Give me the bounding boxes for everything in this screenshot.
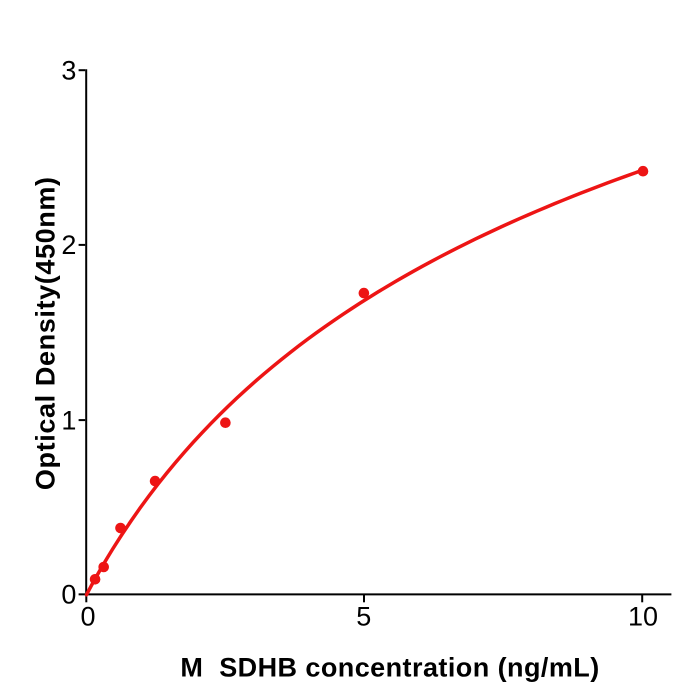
svg-text:0: 0: [80, 601, 95, 631]
svg-text:10: 10: [628, 601, 658, 631]
svg-text:3: 3: [61, 56, 76, 86]
svg-text:Optical Density(450nm): Optical Density(450nm): [30, 176, 60, 490]
svg-text:5: 5: [356, 601, 371, 631]
svg-text:0: 0: [61, 580, 76, 610]
svg-text:2: 2: [61, 230, 76, 260]
svg-text:1: 1: [61, 405, 76, 435]
svg-text:M SDHB concentration (ng/mL): M SDHB concentration (ng/mL): [180, 652, 599, 682]
